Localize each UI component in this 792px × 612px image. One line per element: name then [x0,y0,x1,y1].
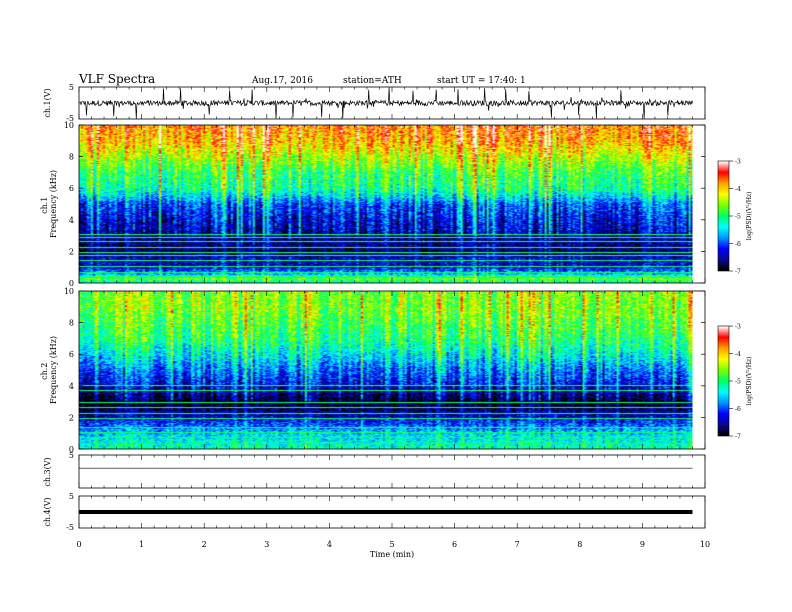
colorbar-tick-label: -7 [735,434,741,441]
ch1-waveform-ylabel: ch.1(V) [43,88,52,117]
xtick-label: 1 [139,540,144,549]
colorbar-tick-label: -6 [735,406,741,413]
spec-ytick-label: 8 [69,319,74,328]
ch1-spectrogram-yticks: 0 2 4 6 8 10 [64,121,705,288]
xtick-label: 3 [264,540,269,549]
ch1-ytick-bottom: -5 [66,114,74,123]
spec-ytick-label: 0 [69,445,74,454]
header-station: station=ATH [343,76,402,86]
ch4-ytick-bottom: -5 [66,523,74,532]
ch1-colorbar [718,161,729,271]
panel-ch4-waveform: 5 -5 ch.4(V) [43,492,706,532]
time-axis-label: Time (min) [370,550,414,559]
figure-title: VLF Spectra [78,72,155,86]
ch2-colorbar-ticks: -3 -4 -5 -6 -7 [729,324,741,441]
ch2-colorbar [718,326,729,436]
spec-ytick-label: 2 [69,413,74,422]
xtick-label: 4 [327,540,332,549]
spec-ytick-label: 10 [64,121,74,130]
colorbar-tick-label: -4 [735,351,741,358]
time-axis-ticks [78,87,706,528]
time-axis-tick-labels: 0 1 2 3 4 5 6 7 8 9 10 [76,540,710,549]
colorbar-tick-label: -7 [735,269,741,276]
colorbar-tick-label: -4 [735,186,741,193]
xtick-label: 2 [202,540,207,549]
ch2-spec-ylabel-line2: Frequency (kHz) [49,336,58,404]
xtick-label: 8 [577,540,582,549]
colorbar-tick-label: -5 [735,379,741,386]
colorbar-tick-label: -3 [735,159,741,166]
spec-ytick-label: 8 [69,153,74,162]
ch1-spec-ylabel-line2: Frequency (kHz) [49,170,58,238]
ch2-spec-ylabel-line1: ch.2 [40,363,49,380]
spec-ytick-label: 4 [69,216,74,225]
ch1-colorbar-label: log(PSD)(V²/Hz) [746,192,753,241]
ch2-spectrogram-yticks: 0 2 4 6 8 10 [64,287,705,454]
spec-ytick-label: 4 [69,382,74,391]
waveform-line [78,87,693,119]
spec-ytick-label: 10 [64,287,74,296]
ch3-waveform-ylabel: ch.3(V) [43,457,52,486]
panel-ch1-waveform: 5 -5 ch.1(V) [43,83,706,123]
header-start-time: start UT = 17:40: 1 [437,76,526,86]
ch2-colorbar-label: log(PSD)(V²/Hz) [746,357,753,406]
xtick-label: 0 [76,540,81,549]
spec-ytick-label: 6 [69,184,74,193]
ch4-ytick-top: 5 [69,492,74,501]
spec-ytick-label: 2 [69,247,74,256]
colorbar-tick-label: -3 [735,324,741,331]
spec-ytick-label: 6 [69,350,74,359]
ch1-spectrogram-ylabel: ch.1 Frequency (kHz) [40,170,58,238]
xtick-label: 7 [515,540,520,549]
colorbar-tick-label: -5 [735,214,741,221]
ch4-waveform-ylabel: ch.4(V) [43,497,52,526]
ch2-spectrogram-image [79,291,693,449]
spec-ytick-label: 0 [69,279,74,288]
ch3-ytick-top: 5 [69,451,74,460]
xtick-label: 10 [700,540,710,549]
header-date: Aug.17, 2016 [251,76,313,86]
xtick-label: 9 [640,540,645,549]
ch2-spectrogram-ylabel: ch.2 Frequency (kHz) [40,336,58,404]
panel-ch3-waveform: 5 ch.3(V) [43,451,706,489]
ch1-colorbar-ticks: -3 -4 -5 -6 -7 [729,159,741,276]
xtick-label: 5 [389,540,394,549]
ch1-spectrogram-image [79,125,693,283]
ch1-ytick-top: 5 [69,83,74,92]
xtick-label: 6 [452,540,457,549]
ch1-spec-ylabel-line1: ch.1 [40,197,49,214]
colorbar-tick-label: -6 [735,241,741,248]
ch1-waveform-trace [78,87,693,119]
